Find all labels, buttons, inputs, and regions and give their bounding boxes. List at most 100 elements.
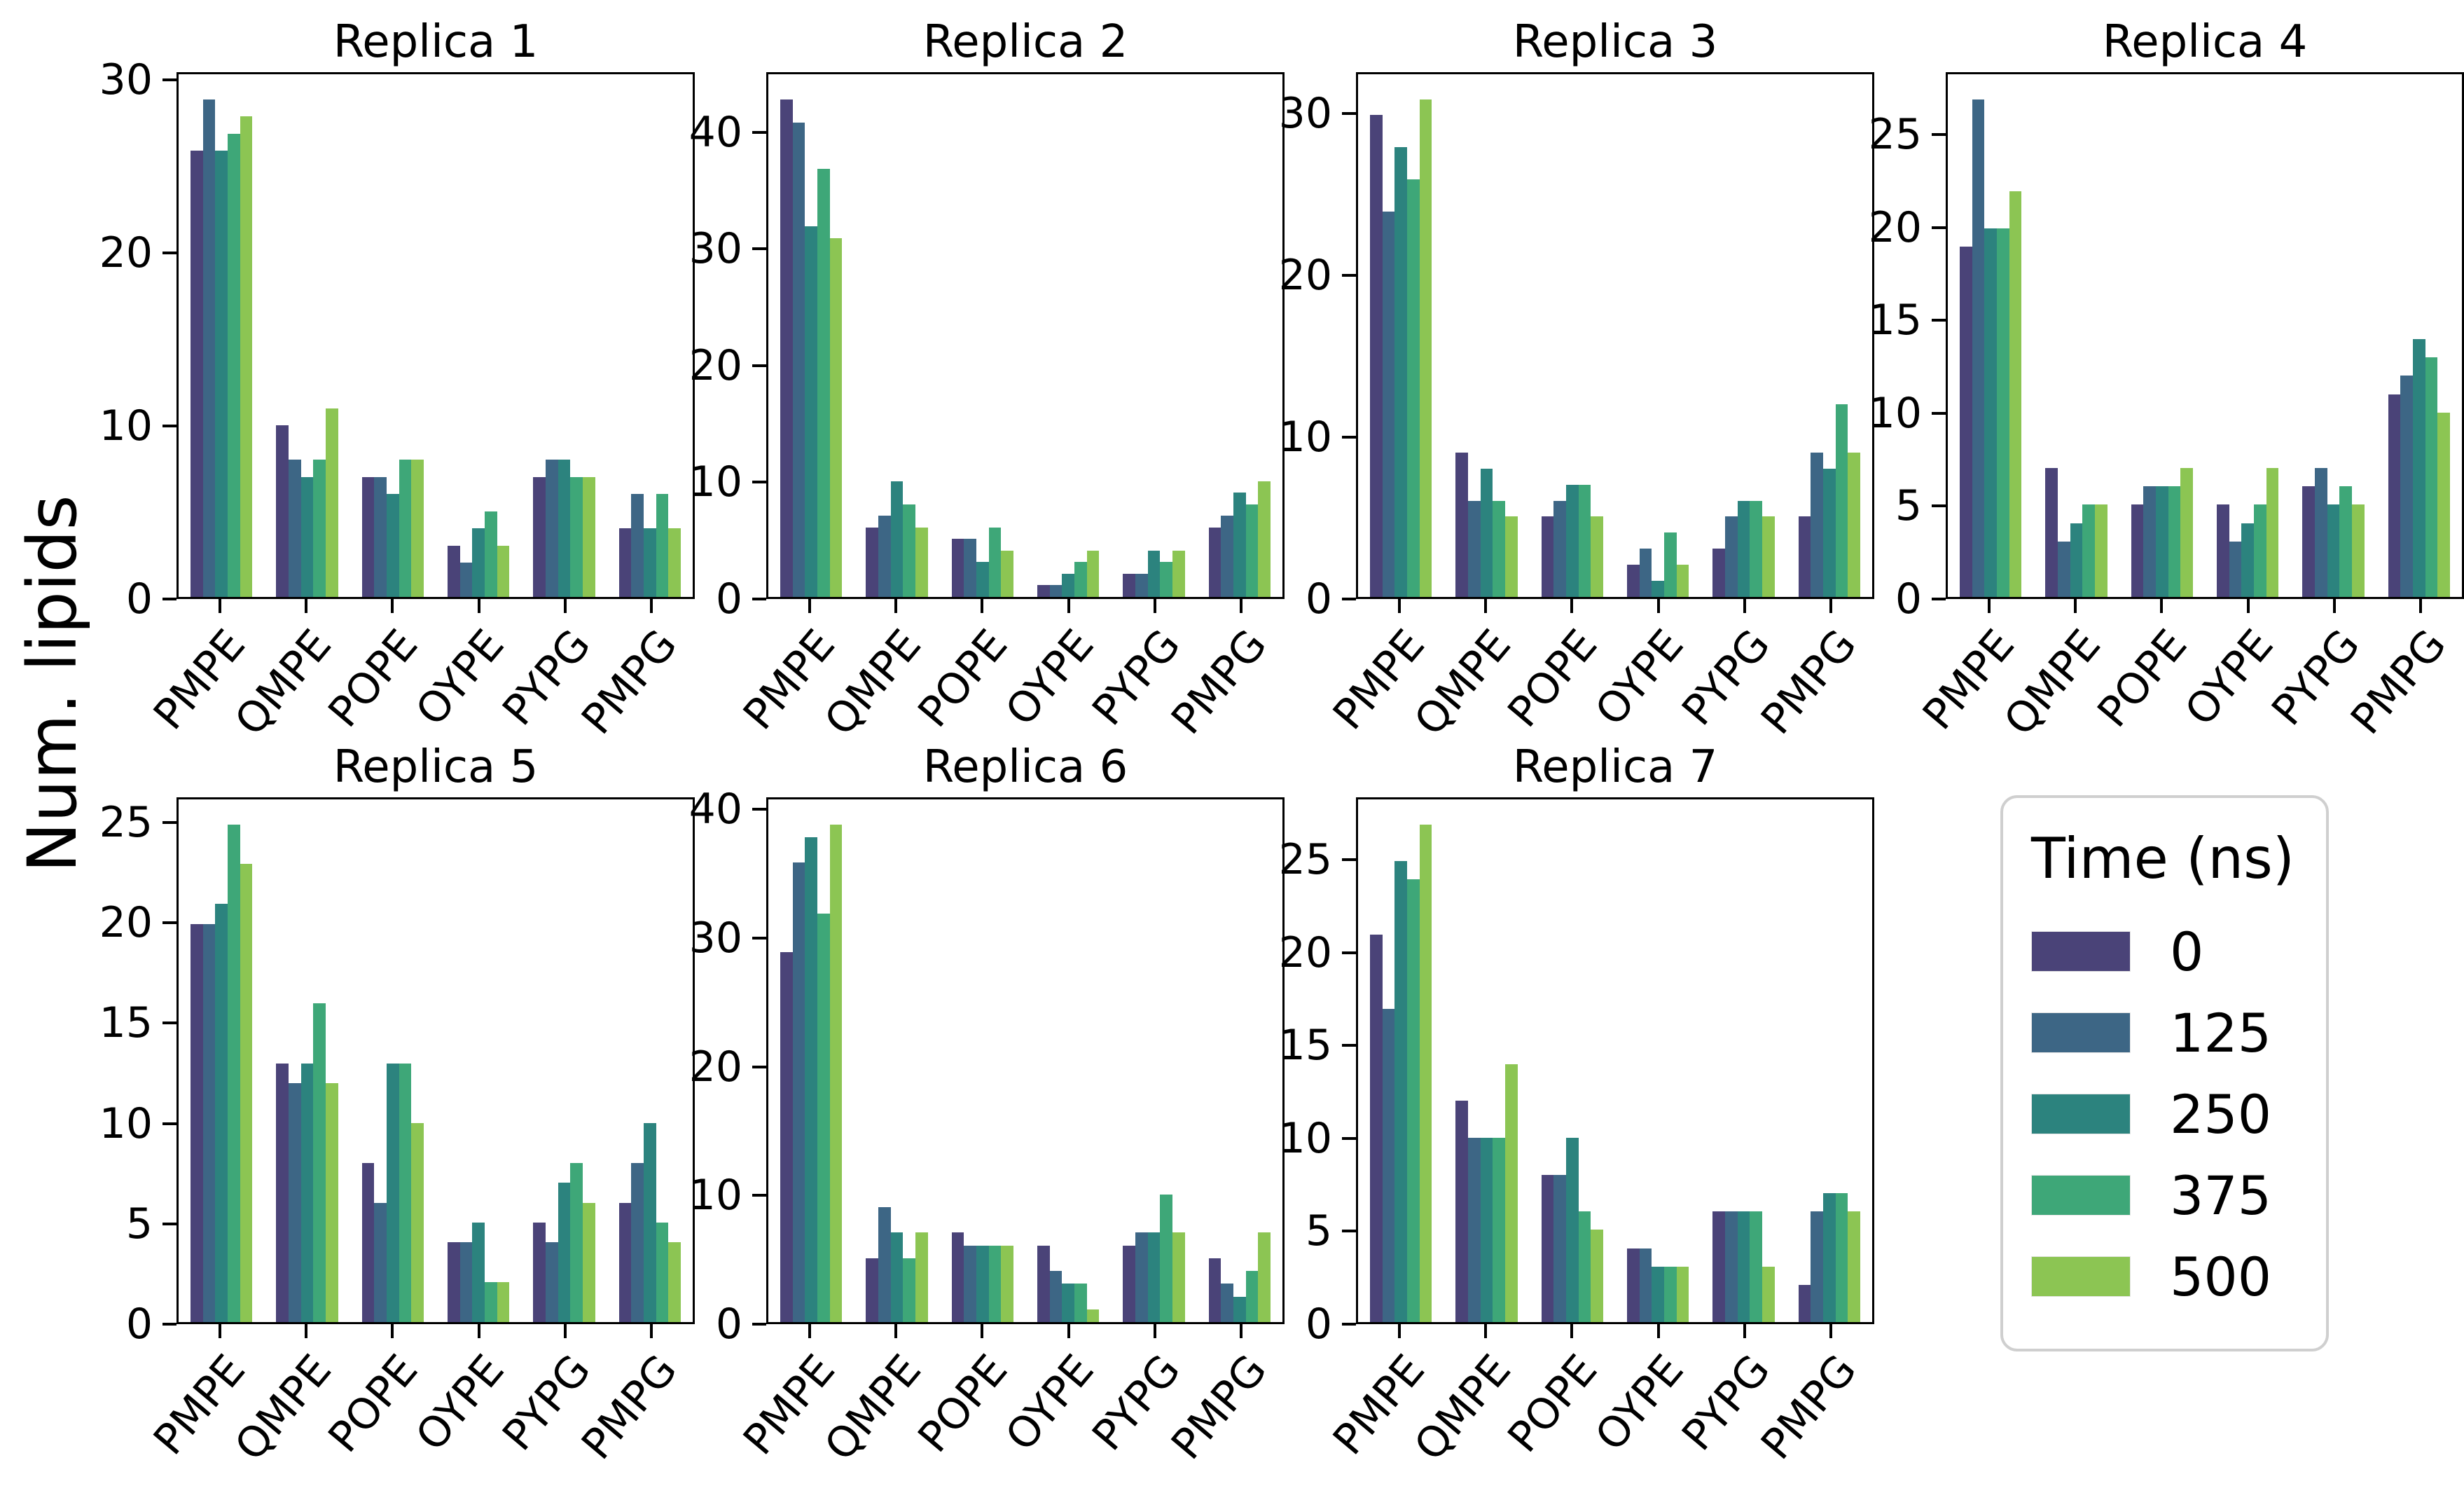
bar-group-pmpe [780, 74, 843, 597]
plot-area: 0 10 20 30 40 [689, 788, 1285, 1345]
panel-replica-3: Replica 3 0 10 20 30 PMPE QMPE POPE OYPE PYPG PMPG [1279, 0, 1874, 745]
x-tick-mark [650, 599, 653, 613]
x-tick-label-pmpg: PMPG [572, 1345, 687, 1469]
bar-pmpe-t375 [227, 824, 240, 1322]
x-axis: PMPE QMPE POPE OYPE PYPG PMPG [734, 599, 1285, 745]
bar-pope-t250 [976, 1245, 989, 1322]
x-tick-mark [1067, 1324, 1070, 1338]
bar-pmpe-t250 [1984, 228, 1997, 597]
bar-group-pmpe [191, 799, 253, 1322]
bar-qmpe-t500 [325, 1082, 338, 1322]
x-tick-label-pmpg: PMPG [1751, 620, 1867, 744]
y-tick-label: 10 [1278, 1113, 1332, 1163]
bar-group-pmpg [2388, 74, 2450, 597]
y-axis: 0 5 10 15 20 25 [99, 797, 177, 1345]
bar-pypg-t250 [558, 460, 571, 597]
bar-pypg-t0 [1123, 1245, 1136, 1322]
x-tick-mark [1829, 1324, 1833, 1338]
bar-pmpg-t0 [2388, 394, 2401, 597]
x-tick-mark [650, 1324, 653, 1338]
y-tick-label: 15 [99, 998, 153, 1048]
y-tick-mark [752, 130, 766, 134]
bar-pmpg-t250 [644, 1122, 656, 1322]
x-tick-mark [1656, 599, 1660, 613]
bar-group-pypg [1712, 74, 1775, 597]
x-tick-label-pmpg: PMPG [1751, 1345, 1867, 1469]
bar-qmpe-t0 [1455, 1101, 1469, 1322]
bar-pmpg-t250 [2413, 338, 2425, 597]
y-tick-mark [752, 598, 766, 600]
bar-group-qmpe [866, 74, 928, 597]
bar-group-oype [1037, 799, 1100, 1322]
bar-pope-t500 [2180, 467, 2193, 597]
panel-replica-2: Replica 2 0 10 20 30 40 PMPE QMPE POPE OYPE PYPG PM… [689, 0, 1285, 745]
y-tick-mark [752, 1323, 766, 1326]
bar-pmpe-t250 [215, 151, 228, 597]
legend-entry: 375 [2031, 1155, 2295, 1236]
y-tick-mark [162, 598, 177, 600]
x-tick-mark [808, 599, 811, 613]
plot-area: 0 5 10 15 20 25 [1279, 797, 1874, 1345]
bar-group-pope [1541, 74, 1603, 597]
bar-pope-t250 [1566, 1137, 1579, 1322]
plot-area: 0 5 10 15 20 25 [99, 797, 695, 1345]
bar-oype-t375 [484, 1282, 497, 1322]
y-axis-label: Num. lipids [13, 495, 92, 873]
x-tick-mark [1397, 599, 1401, 613]
legend-entry-label: 0 [2170, 920, 2204, 983]
bar-pypg-t375 [1750, 1211, 1762, 1322]
bar-pmpg-t125 [1221, 1284, 1233, 1322]
bar-qmpe-t500 [325, 408, 338, 597]
bar-qmpe-t250 [890, 481, 904, 597]
bar-group-pmpe [1370, 74, 1432, 597]
bar-oype-t500 [1676, 1267, 1689, 1322]
bar-pope-t500 [1591, 516, 1603, 597]
bar-oype-t500 [497, 1282, 510, 1322]
bar-pypg-t250 [1737, 500, 1750, 597]
bar-pmpe-t0 [780, 99, 793, 597]
x-tick-mark [2419, 599, 2423, 613]
bar-pmpe-t500 [2009, 191, 2022, 597]
bar-oype-t375 [1074, 1284, 1087, 1322]
legend: Time (ns) 0 125 250 375 500 [2000, 795, 2330, 1351]
legend-entry-label: 375 [2170, 1164, 2272, 1227]
y-tick-mark [162, 78, 177, 82]
x-tick-label-pope: POPE [908, 1345, 1018, 1462]
x-axis: PMPE QMPE POPE OYPE PYPG PMPG [1324, 1324, 1874, 1486]
bar-pope-t0 [361, 476, 375, 597]
bar-pope-t250 [976, 562, 989, 597]
y-tick-label: 40 [688, 785, 742, 834]
bar-group-pypg [1123, 74, 1185, 597]
bar-oype-t0 [1037, 585, 1050, 597]
x-tick-label-pope: POPE [319, 620, 428, 737]
x-tick-label-oype: OYPE [996, 1345, 1104, 1461]
bar-qmpe-t0 [276, 1063, 289, 1322]
y-tick-mark [162, 252, 177, 255]
y-tick-mark [752, 364, 766, 367]
bar-qmpe-t375 [903, 504, 915, 597]
bar-pmpg-t250 [1233, 493, 1246, 597]
bar-group-qmpe [2045, 74, 2107, 597]
y-tick-label: 10 [1868, 388, 1922, 438]
x-tick-mark [2246, 599, 2250, 613]
y-tick-mark [1932, 226, 1946, 229]
bar-pypg-t500 [1762, 516, 1775, 597]
bar-pmpg-t250 [1233, 1296, 1246, 1322]
legend-swatch [2031, 1175, 2131, 1216]
bar-pmpg-t250 [644, 528, 656, 597]
bar-pmpe-t500 [1419, 99, 1432, 597]
bar-pope-t125 [964, 539, 976, 597]
x-tick-mark [477, 599, 480, 613]
bar-group-pmpg [618, 799, 681, 1322]
bar-group-pmpe [191, 74, 253, 597]
panel-title: Replica 7 [1512, 741, 1718, 793]
bar-pmpe-t375 [1406, 179, 1420, 597]
bar-oype-t500 [1676, 565, 1689, 597]
bar-pypg-t375 [1160, 562, 1172, 597]
y-axis: 0 5 10 15 20 25 [1279, 797, 1356, 1345]
x-tick-mark [1240, 599, 1243, 613]
bar-pmpe-t250 [805, 837, 817, 1322]
x-tick-label-oype: OYPE [996, 620, 1104, 736]
bar-pypg-t375 [570, 1162, 583, 1322]
bar-group-pmpg [618, 74, 681, 597]
